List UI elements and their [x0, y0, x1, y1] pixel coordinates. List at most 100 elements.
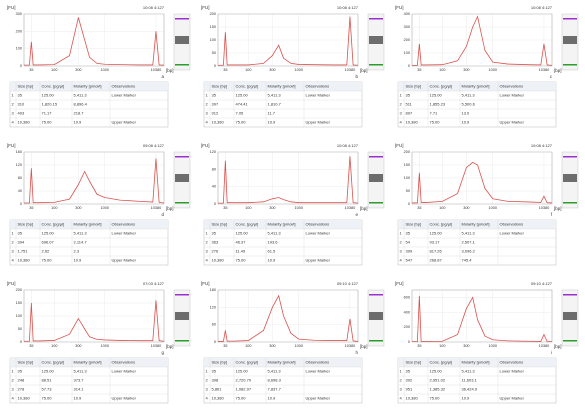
table-cell: 310	[18, 102, 25, 107]
x-axis-label: [bp]	[360, 206, 368, 211]
trace	[218, 156, 359, 204]
gel-band-sample	[369, 36, 383, 44]
table-cell: 10,380	[406, 396, 419, 401]
table-cell: 276	[212, 249, 219, 254]
table-cell: 8,896.4	[74, 102, 88, 107]
table-cell: 35	[406, 369, 411, 374]
table-cell: 35	[18, 93, 23, 98]
y-tick-label: 0	[20, 64, 22, 68]
x-tick-label: 300	[269, 344, 275, 348]
trace	[218, 16, 359, 66]
x-tick-label: 1000	[489, 68, 497, 72]
table-cell: Lower Marker	[306, 369, 331, 374]
table-cell: 1	[206, 93, 209, 98]
table-cell: 7.71	[430, 111, 439, 116]
gel-band-lower	[175, 202, 189, 204]
x-tick-label: 35	[417, 68, 421, 72]
gel-band-upper	[563, 18, 577, 20]
gel-band-sample	[369, 312, 383, 320]
table-cell: 745.4	[462, 258, 473, 263]
table-cell: 75.00	[236, 120, 247, 125]
table-cell: 10,380	[18, 258, 31, 263]
table-header: Molarity [pmol/l]	[74, 222, 102, 227]
x-tick-label: 35	[223, 206, 227, 210]
table-cell: 547	[406, 258, 413, 263]
y-tick-label: 150	[16, 301, 22, 305]
table-cell: 7.05	[236, 111, 245, 116]
table-cell: Upper Marker	[306, 258, 331, 263]
table-cell: 3	[206, 249, 209, 254]
x-tick-label: 100	[439, 344, 445, 348]
table-cell: Upper Marker	[500, 396, 525, 401]
table-cell: 5,411.3	[74, 231, 88, 236]
table-cell: Upper Marker	[306, 396, 331, 401]
table-cell: 7,837.7	[268, 387, 282, 392]
table-cell: 35	[212, 231, 217, 236]
gel-band-upper	[563, 156, 577, 158]
table-cell: 5,411.3	[74, 93, 88, 98]
gel-band-lower	[563, 340, 577, 342]
table-cell: 75.00	[236, 258, 247, 263]
table-cell: 125.00	[430, 93, 443, 98]
table-cell: 5,411.3	[74, 369, 88, 374]
table-cell: 5,500.6	[462, 102, 476, 107]
panel-title: 09:10 4:127	[531, 281, 553, 286]
x-tick-label: 1000	[295, 344, 303, 348]
panel-label: c	[550, 74, 553, 79]
table-cell: 2	[206, 240, 209, 245]
y-tick-label: 120	[16, 163, 22, 167]
table-cell: 3,096.2	[462, 249, 476, 254]
x-tick-label: 100	[51, 68, 57, 72]
table-cell: 912	[212, 111, 219, 116]
table-cell: Lower Marker	[306, 231, 331, 236]
table-cell: 11,603.1	[462, 378, 478, 383]
y-tick-label: 0	[408, 64, 410, 68]
table-cell: 35	[18, 369, 23, 374]
table-cell: 71.17	[42, 111, 53, 116]
table-cell: 474.41	[236, 102, 249, 107]
table-cell: 1,385.32	[430, 387, 446, 392]
gel-band-sample	[175, 174, 189, 182]
table-cell: 4	[206, 258, 209, 263]
table-cell: 5,411.3	[268, 231, 282, 236]
table-cell: 2	[12, 102, 15, 107]
table-cell: Lower Marker	[500, 369, 525, 374]
table-header: Molarity [pmol/l]	[462, 84, 490, 89]
table-cell: Upper Marker	[500, 120, 525, 125]
gel-band-upper	[369, 294, 383, 296]
table-header-bg	[398, 82, 556, 91]
table-header-bg	[10, 220, 168, 229]
table-cell: 11.7	[268, 111, 276, 116]
table-header: Molarity [pmol/l]	[462, 360, 490, 365]
y-tick-label: 400	[404, 310, 410, 314]
y-tick-label: 50	[406, 189, 410, 193]
x-tick-label: 35	[223, 68, 227, 72]
plot-area	[217, 151, 359, 205]
y-tick-label: 0	[408, 340, 410, 344]
table-cell: 125.00	[42, 93, 55, 98]
table-cell: 5,411.3	[268, 369, 282, 374]
table-cell: 75.00	[430, 396, 441, 401]
table-cell: 125.00	[42, 369, 55, 374]
table-cell: 5,861	[212, 387, 223, 392]
x-tick-label: 100	[245, 344, 251, 348]
table-header-bg	[398, 220, 556, 229]
y-axis-label: [FU]	[7, 281, 16, 286]
table-cell: 392	[406, 378, 413, 383]
table-cell: 125.00	[42, 231, 55, 236]
x-tick-label: 1000	[489, 206, 497, 210]
x-tick-label: 1000	[489, 344, 497, 348]
x-tick-label: 10380	[151, 206, 162, 210]
y-tick-label: 40	[212, 185, 216, 189]
table-cell: 1,855.23	[430, 102, 446, 107]
x-tick-label: 300	[75, 206, 81, 210]
table-cell: Upper Marker	[112, 396, 137, 401]
table-cell: 1,810.7	[268, 102, 282, 107]
panel-title: 09:08 4:127	[143, 143, 165, 148]
table-cell: 75.00	[42, 258, 53, 263]
y-tick-label: 150	[210, 25, 216, 29]
table-cell: 125.00	[236, 93, 249, 98]
table-header: Conc. [pg/µl]	[42, 360, 65, 365]
table-header-bg	[204, 220, 362, 229]
gel-band-sample	[369, 174, 383, 182]
